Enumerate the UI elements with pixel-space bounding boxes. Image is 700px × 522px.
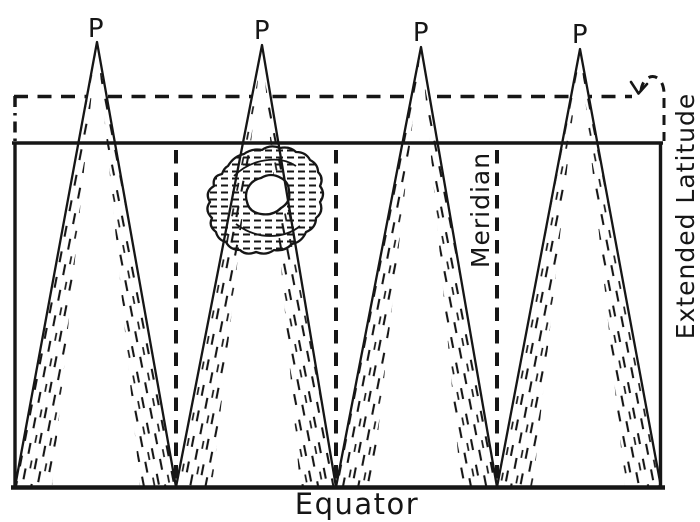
island-contour-top — [233, 158, 297, 177]
extended-latitude-label: Extended Latitude — [671, 93, 700, 340]
pole-label-4: P — [572, 20, 588, 50]
pole-label-3: P — [413, 18, 429, 48]
meridian-lines — [174, 150, 499, 484]
wrap-around-hook — [639, 75, 666, 97]
wrap-arrow-icon — [629, 80, 649, 95]
pole-label-2: P — [254, 16, 270, 46]
map-frame — [11, 141, 665, 490]
extended-latitude-construction — [13, 75, 666, 142]
equator-label: Equator — [295, 487, 419, 521]
meridian-label: Meridian — [466, 152, 495, 268]
pole-label-1: P — [88, 14, 104, 44]
figure-labels: P P P P Equator Meridian Extended Latitu… — [88, 14, 700, 521]
